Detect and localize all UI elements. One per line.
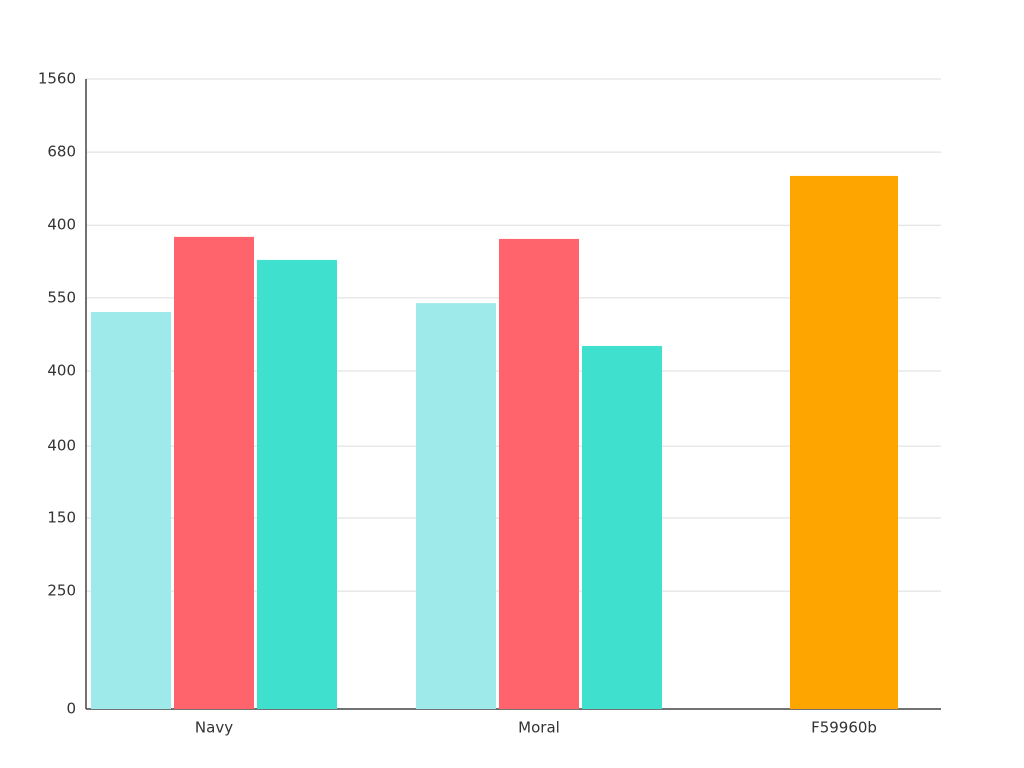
y-tick-label: 150 (47, 508, 76, 526)
y-tick-label: 400 (47, 216, 76, 234)
bar (582, 345, 662, 709)
bar (790, 175, 898, 709)
x-tick-label: Navy (195, 719, 233, 737)
y-tick-label: 400 (47, 361, 76, 379)
y-tick-label: 400 (47, 437, 76, 455)
bar (174, 236, 254, 709)
y-tick-label: 680 (47, 143, 76, 161)
y-tick-label: 250 (47, 582, 76, 600)
y-tick-label: 550 (47, 288, 76, 306)
y-tick-label: 0 (66, 700, 76, 718)
x-tick-label: Moral (518, 719, 560, 737)
bar (499, 238, 579, 709)
x-tick-label: F59960b (811, 719, 877, 737)
bar (416, 303, 496, 709)
bar (91, 312, 171, 709)
y-tick-label: 1560 (38, 70, 76, 88)
bar (257, 259, 337, 709)
